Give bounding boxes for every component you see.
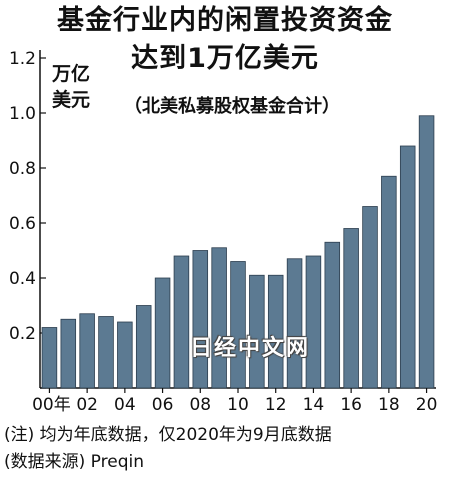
bar-2014 <box>305 255 322 389</box>
chart-source: (数据来源) Preqin <box>4 452 144 472</box>
bar-2003 <box>98 316 114 389</box>
bar-2019 <box>399 145 416 389</box>
bar-2016 <box>343 228 359 389</box>
bar-2018 <box>381 175 397 389</box>
bar-2009 <box>211 247 227 389</box>
bar-2010 <box>230 261 246 389</box>
y-tick-label: 1.0 <box>9 104 36 124</box>
x-tick-label: 10 <box>227 395 249 415</box>
chart-subtitle: （北美私募股权基金合计） <box>124 96 340 117</box>
bar-2013 <box>286 258 303 389</box>
bar-2020 <box>418 115 435 389</box>
bar-2006 <box>154 277 171 389</box>
y-unit-label-line1: 万亿 <box>52 63 91 85</box>
x-tick-label: 16 <box>340 395 362 415</box>
bar-2002 <box>79 313 95 389</box>
bar-2004 <box>117 321 133 389</box>
bar-2005 <box>135 305 152 389</box>
bar-2017 <box>362 206 378 389</box>
x-tick-label: 02 <box>76 395 98 415</box>
watermark-logo: 日经中文网 <box>190 336 311 361</box>
bar-2001 <box>60 318 77 389</box>
chart-note: (注) 均为年底数据，仅2020年为9月底数据 <box>4 425 332 445</box>
chart-title-line1: 基金行业内的闲置投资资金 <box>57 5 393 36</box>
bar-2015 <box>324 241 341 389</box>
x-tick-label: 06 <box>152 395 174 415</box>
x-tick-label: 14 <box>303 395 325 415</box>
x-tick-label: 12 <box>265 395 287 415</box>
y-tick-label: 0.8 <box>9 159 36 179</box>
x-tick-label: 18 <box>378 395 400 415</box>
y-tick-label: 0.6 <box>9 214 36 234</box>
y-tick-label: 0.2 <box>9 324 36 344</box>
x-tick-label: 08 <box>189 395 211 415</box>
bar-2007 <box>173 255 190 389</box>
y-tick-label: 0.4 <box>9 269 36 289</box>
x-tick-label: 04 <box>114 395 136 415</box>
x-tick-label: 20 <box>416 395 438 415</box>
bar-2008 <box>192 250 209 389</box>
bar-2011 <box>249 274 265 389</box>
y-unit-label-line2: 美元 <box>52 89 91 111</box>
chart-title-line2: 达到1万亿美元 <box>131 43 319 74</box>
y-tick-label: 1.2 <box>9 49 36 69</box>
x-tick-label: 00年 <box>32 395 71 415</box>
bar-2000 <box>41 327 58 389</box>
